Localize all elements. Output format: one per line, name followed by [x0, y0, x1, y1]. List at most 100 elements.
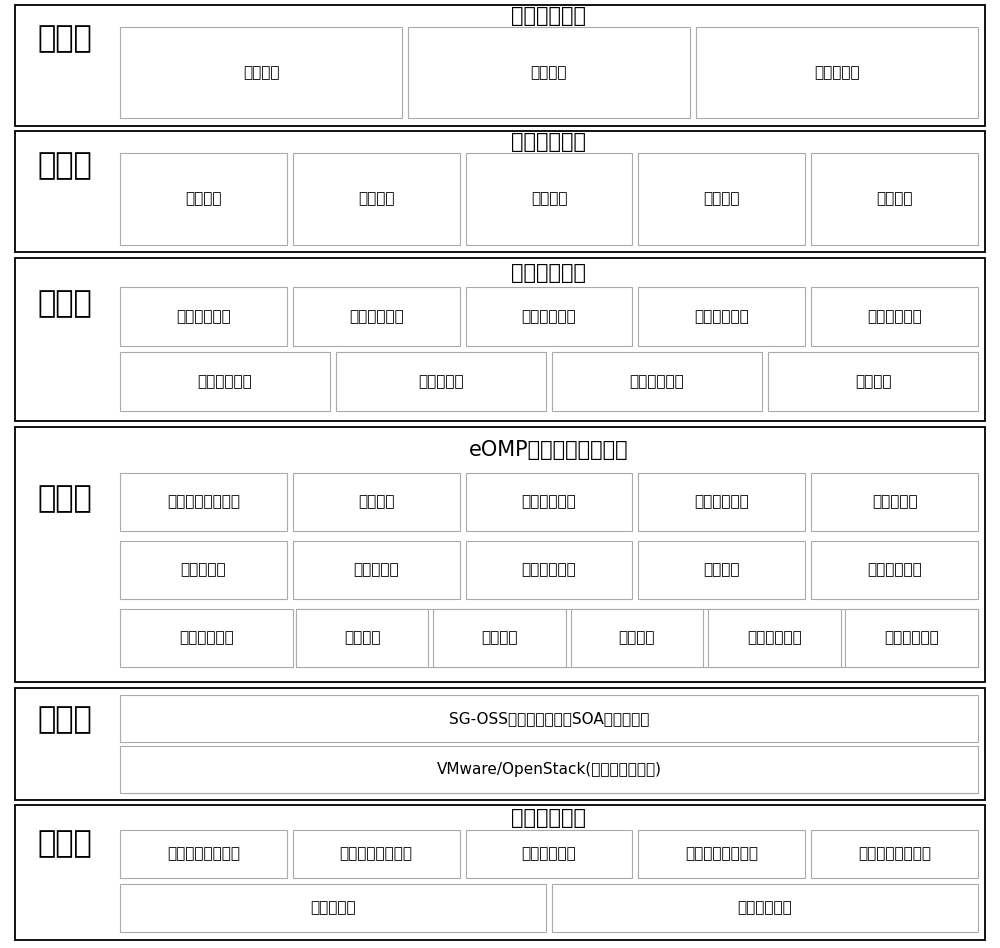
Text: 工作流服务: 工作流服务 — [353, 562, 399, 577]
Text: 业务处理中心: 业务处理中心 — [511, 263, 586, 283]
Text: 数据交换服务: 数据交换服务 — [522, 562, 576, 577]
Text: 综合技术管理: 综合技术管理 — [198, 374, 252, 390]
Text: 调度计划管理: 调度计划管理 — [694, 309, 749, 324]
Text: 业务层: 业务层 — [38, 289, 92, 319]
FancyBboxPatch shape — [120, 830, 287, 879]
Text: 综合管理: 综合管理 — [855, 374, 891, 390]
FancyBboxPatch shape — [845, 610, 978, 667]
Text: SG-OSS基础平台（面向SOA服务架构）: SG-OSS基础平台（面向SOA服务架构） — [449, 711, 649, 726]
FancyBboxPatch shape — [120, 746, 978, 793]
FancyBboxPatch shape — [293, 473, 460, 531]
FancyBboxPatch shape — [120, 473, 287, 531]
FancyBboxPatch shape — [120, 287, 287, 346]
FancyBboxPatch shape — [293, 830, 460, 879]
Text: 集成开发工具: 集成开发工具 — [867, 562, 922, 577]
Text: 分析决策中心: 分析决策中心 — [511, 6, 586, 26]
FancyBboxPatch shape — [120, 353, 330, 411]
Text: 管控层: 管控层 — [38, 151, 92, 180]
Text: 运行方式管理: 运行方式管理 — [522, 309, 576, 324]
Text: 统计报表: 统计报表 — [531, 65, 567, 80]
FancyBboxPatch shape — [15, 258, 985, 421]
Text: 智能控制台: 智能控制台 — [872, 494, 917, 509]
FancyBboxPatch shape — [120, 884, 546, 932]
FancyBboxPatch shape — [638, 830, 805, 879]
Text: 流程引擎: 流程引擎 — [344, 630, 380, 646]
FancyBboxPatch shape — [811, 830, 978, 879]
Text: 分布式数据库: 分布式数据库 — [738, 901, 792, 916]
Text: 电网计划数据: 电网计划数据 — [522, 847, 576, 862]
FancyBboxPatch shape — [296, 610, 978, 667]
FancyBboxPatch shape — [638, 473, 805, 531]
Text: 设备监控管理: 设备监控管理 — [630, 374, 684, 390]
FancyBboxPatch shape — [120, 154, 287, 246]
FancyBboxPatch shape — [120, 27, 402, 118]
FancyBboxPatch shape — [638, 541, 805, 599]
FancyBboxPatch shape — [15, 688, 985, 800]
Text: 数据层: 数据层 — [38, 829, 92, 858]
Text: 自动化管理: 自动化管理 — [418, 374, 464, 390]
FancyBboxPatch shape — [466, 830, 632, 879]
Text: 公共业务管理: 公共业务管理 — [176, 309, 231, 324]
FancyBboxPatch shape — [638, 287, 805, 346]
Text: 可视化应用: 可视化应用 — [814, 65, 860, 80]
FancyBboxPatch shape — [811, 287, 978, 346]
Text: 智能预警: 智能预警 — [531, 191, 567, 207]
FancyBboxPatch shape — [15, 806, 985, 940]
Text: 文件服务引擎: 文件服务引擎 — [884, 630, 939, 646]
FancyBboxPatch shape — [811, 154, 978, 246]
FancyBboxPatch shape — [811, 541, 978, 599]
FancyBboxPatch shape — [708, 610, 841, 667]
FancyBboxPatch shape — [466, 541, 632, 599]
FancyBboxPatch shape — [296, 610, 428, 667]
Text: 决策层: 决策层 — [38, 24, 92, 53]
FancyBboxPatch shape — [768, 353, 978, 411]
Text: 调度运行管理: 调度运行管理 — [349, 309, 404, 324]
Text: 电网数据中心: 电网数据中心 — [511, 808, 586, 828]
Text: 文件服务: 文件服务 — [358, 494, 394, 509]
FancyBboxPatch shape — [466, 154, 632, 246]
FancyBboxPatch shape — [433, 610, 566, 667]
Text: 机电保护管理: 机电保护管理 — [867, 309, 922, 324]
FancyBboxPatch shape — [120, 541, 287, 599]
Text: 可视化服务: 可视化服务 — [181, 562, 226, 577]
FancyBboxPatch shape — [120, 610, 293, 667]
Text: 关系数据库: 关系数据库 — [310, 901, 356, 916]
FancyBboxPatch shape — [293, 287, 460, 346]
Text: 多维分析: 多维分析 — [243, 65, 279, 80]
Text: 工作管控: 工作管控 — [358, 191, 394, 207]
FancyBboxPatch shape — [336, 353, 546, 411]
FancyBboxPatch shape — [466, 287, 632, 346]
FancyBboxPatch shape — [811, 473, 978, 531]
Text: 电网分析统计数据: 电网分析统计数据 — [685, 847, 758, 862]
Text: 通用报表服务: 通用报表服务 — [522, 494, 576, 509]
FancyBboxPatch shape — [466, 473, 632, 531]
FancyBboxPatch shape — [15, 427, 985, 683]
Text: 电网调度管理数据: 电网调度管理数据 — [858, 847, 931, 862]
Text: 移动应用接口服务: 移动应用接口服务 — [167, 494, 240, 509]
Text: 运营管控中心: 运营管控中心 — [511, 133, 586, 153]
FancyBboxPatch shape — [293, 541, 460, 599]
Text: 平台层: 平台层 — [38, 705, 92, 734]
Text: 消息服务: 消息服务 — [704, 562, 740, 577]
Text: 安全控制服务: 安全控制服务 — [694, 494, 749, 509]
FancyBboxPatch shape — [120, 695, 978, 741]
FancyBboxPatch shape — [408, 27, 690, 118]
Text: 报表引擎: 报表引擎 — [619, 630, 655, 646]
FancyBboxPatch shape — [552, 884, 978, 932]
Text: 数据访问引擎: 数据访问引擎 — [747, 630, 802, 646]
Text: 业务管控: 业务管控 — [185, 191, 222, 207]
Text: 电网模型参数数据: 电网模型参数数据 — [167, 847, 240, 862]
Text: eOMP应用开发支撑软件: eOMP应用开发支撑软件 — [469, 440, 629, 460]
FancyBboxPatch shape — [638, 154, 805, 246]
FancyBboxPatch shape — [696, 27, 978, 118]
Text: 电网运行实时数据: 电网运行实时数据 — [340, 847, 413, 862]
FancyBboxPatch shape — [293, 154, 460, 246]
FancyBboxPatch shape — [571, 610, 703, 667]
FancyBboxPatch shape — [552, 353, 762, 411]
Text: 统计分析: 统计分析 — [704, 191, 740, 207]
Text: 支撑层: 支撑层 — [38, 483, 92, 513]
Text: 基础运行框架: 基础运行框架 — [179, 630, 234, 646]
Text: 考核评价: 考核评价 — [876, 191, 913, 207]
Text: 表单引擎: 表单引擎 — [481, 630, 518, 646]
FancyBboxPatch shape — [15, 5, 985, 126]
